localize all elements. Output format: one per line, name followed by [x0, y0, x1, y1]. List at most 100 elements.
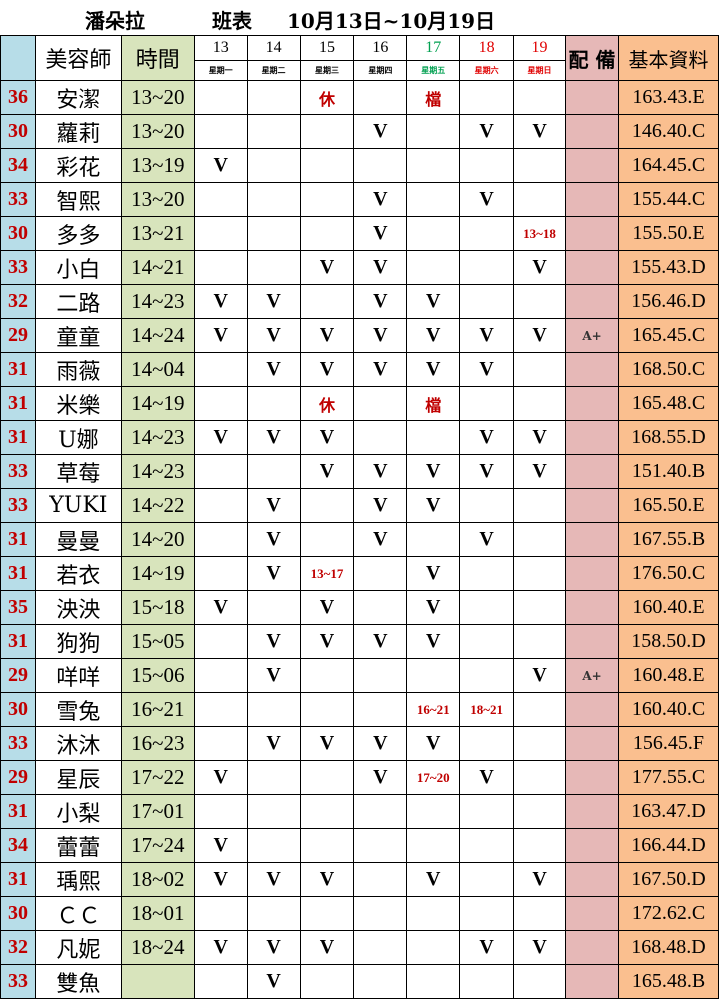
shift-time: 15~18: [120, 590, 195, 625]
info-cell: 156.45.F: [617, 726, 719, 761]
day-cell-15: V: [299, 726, 355, 761]
stylist-number: 36: [0, 80, 36, 115]
stylist-number: 31: [0, 794, 36, 829]
shift-time: 17~01: [120, 794, 195, 829]
day-cell-14: V: [246, 522, 301, 557]
day-cell-15: 休: [299, 386, 355, 421]
equip-cell: [565, 420, 619, 455]
day-cell-18: [459, 556, 515, 591]
info-cell: 151.40.B: [617, 454, 719, 489]
stylist-name: 蘿莉: [34, 114, 122, 149]
day-cell-18: [459, 794, 515, 829]
equip-cell: [565, 522, 619, 557]
shift-time: 14~24: [120, 318, 195, 353]
day-cell-13: V: [193, 828, 248, 863]
day-cell-16: [353, 896, 408, 931]
day-cell-13: [193, 964, 248, 999]
stylist-name: 草莓: [34, 454, 122, 489]
day-cell-13: [193, 624, 248, 659]
day-cell-19: [513, 386, 567, 421]
stylist-name: 若衣: [34, 556, 122, 591]
shift-time: 14~23: [120, 420, 195, 455]
info-cell: 166.44.D: [617, 828, 719, 863]
day-cell-13: [193, 386, 248, 421]
header-day-14: 14: [246, 35, 301, 61]
day-cell-14: V: [246, 930, 301, 965]
day-cell-16: V: [353, 284, 408, 319]
day-cell-18: V: [459, 420, 515, 455]
day-cell-17: [406, 114, 461, 149]
stylist-number: 33: [0, 182, 36, 217]
day-cell-19: [513, 182, 567, 217]
shift-time: 13~21: [120, 216, 195, 251]
shift-time: 14~20: [120, 522, 195, 557]
day-cell-18: [459, 148, 515, 183]
stylist-name: 米樂: [34, 386, 122, 421]
info-cell: 165.48.B: [617, 964, 719, 999]
day-cell-15: [299, 148, 355, 183]
table-row: 35 泱泱 15~18 V V V 160.40.E: [0, 590, 719, 625]
equip-cell: [565, 114, 619, 149]
day-cell-19: [513, 726, 567, 761]
stylist-number: 31: [0, 522, 36, 557]
table-row: 31 曼曼 14~20 V V V 167.55.B: [0, 522, 719, 557]
day-cell-17: V: [406, 726, 461, 761]
shift-time: 13~20: [120, 114, 195, 149]
day-cell-19: [513, 352, 567, 387]
day-cell-16: [353, 828, 408, 863]
equip-cell: [565, 624, 619, 659]
info-cell: 172.62.C: [617, 896, 719, 931]
day-cell-13: V: [193, 284, 248, 319]
stylist-name: 星辰: [34, 760, 122, 795]
stylist-number: 33: [0, 488, 36, 523]
day-cell-17: V: [406, 454, 461, 489]
day-cell-16: [353, 794, 408, 829]
day-cell-18: V: [459, 930, 515, 965]
equip-cell: A+: [565, 318, 619, 353]
info-cell: 165.50.E: [617, 488, 719, 523]
day-cell-15: [299, 896, 355, 931]
table-row: 33 智熙 13~20 V V 155.44.C: [0, 182, 719, 217]
day-cell-14: V: [246, 726, 301, 761]
day-cell-16: [353, 930, 408, 965]
day-cell-17: 檔: [406, 80, 461, 115]
shift-time: 15~06: [120, 658, 195, 693]
stylist-name: 凡妮: [34, 930, 122, 965]
day-cell-19: V: [513, 250, 567, 285]
table-row: 31 瑀熙 18~02 V V V V V 167.50.D: [0, 862, 719, 897]
stylist-name: 雪兔: [34, 692, 122, 727]
day-cell-18: [459, 250, 515, 285]
day-cell-18: [459, 624, 515, 659]
day-cell-19: [513, 896, 567, 931]
stylist-name: 小白: [34, 250, 122, 285]
stylist-number: 30: [0, 114, 36, 149]
day-cell-15: [299, 182, 355, 217]
stylist-number: 33: [0, 964, 36, 999]
stylist-number: 32: [0, 284, 36, 319]
day-cell-15: V: [299, 352, 355, 387]
day-cell-19: [513, 284, 567, 319]
day-cell-19: V: [513, 658, 567, 693]
day-cell-19: V: [513, 930, 567, 965]
info-cell: 163.47.D: [617, 794, 719, 829]
table-row: 30 蘿莉 13~20 V V V 146.40.C: [0, 114, 719, 149]
date-range: 10月13日~10月19日: [287, 9, 496, 33]
day-cell-16: V: [353, 454, 408, 489]
shift-time: 14~23: [120, 284, 195, 319]
stylist-number: 31: [0, 862, 36, 897]
day-cell-18: 18~21: [459, 692, 515, 727]
day-cell-18: [459, 726, 515, 761]
day-cell-14: [246, 250, 301, 285]
day-cell-19: [513, 590, 567, 625]
day-cell-16: [353, 556, 408, 591]
info-cell: 168.55.D: [617, 420, 719, 455]
info-cell: 156.46.D: [617, 284, 719, 319]
table-row: 33 沐沐 16~23 V V V V 156.45.F: [0, 726, 719, 761]
day-cell-14: [246, 80, 301, 115]
stylist-name: 曼曼: [34, 522, 122, 557]
stylist-number: 34: [0, 828, 36, 863]
stylist-number: 29: [0, 760, 36, 795]
info-cell: 177.55.C: [617, 760, 719, 795]
stylist-number: 29: [0, 318, 36, 353]
day-cell-15: [299, 488, 355, 523]
